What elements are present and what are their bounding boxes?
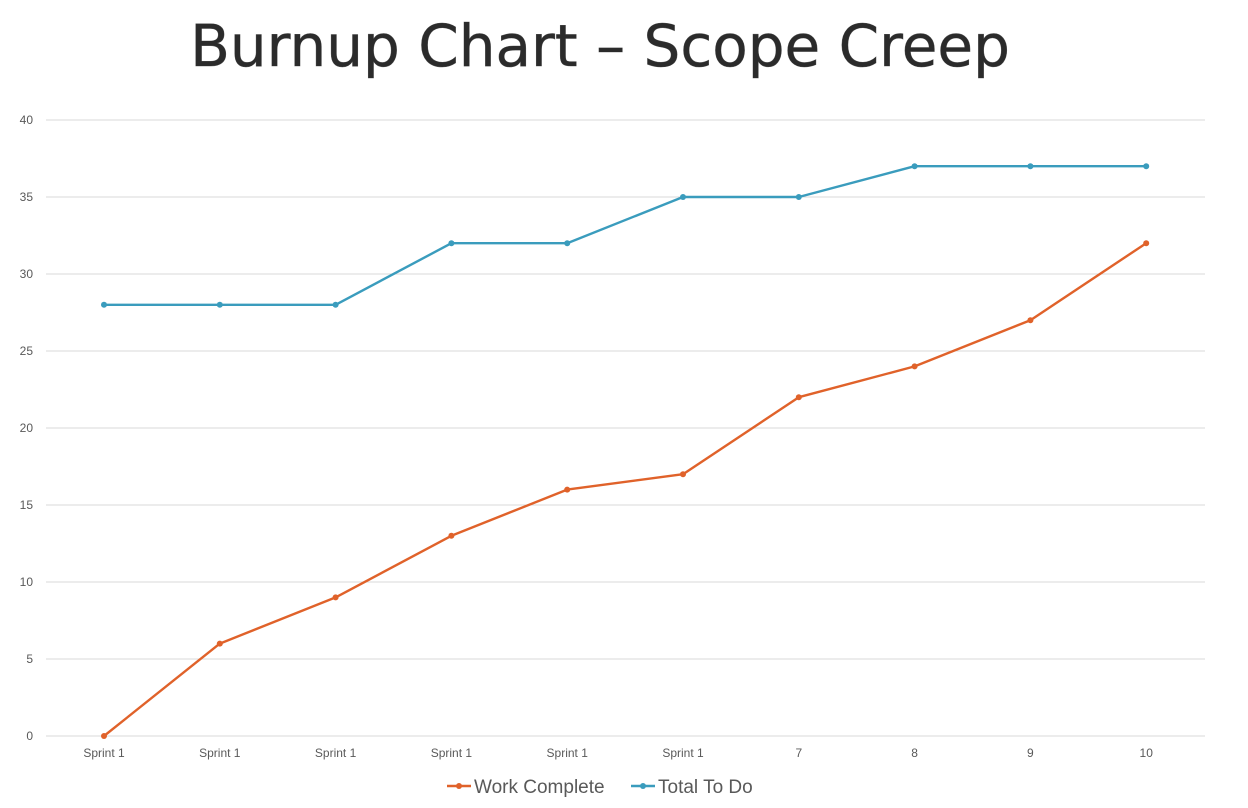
x-tick-label-4: Sprint 1 bbox=[431, 746, 473, 760]
y-tick-label-25: 25 bbox=[20, 344, 34, 358]
x-tick-label-5: Sprint 1 bbox=[547, 746, 589, 760]
x-tick-label-8: 8 bbox=[911, 746, 918, 760]
data-point-work-complete-7 bbox=[795, 394, 802, 401]
data-point-work-complete-4 bbox=[448, 532, 455, 539]
data-point-total-to-do-5 bbox=[564, 240, 571, 247]
legend-label-work-complete: Work Complete bbox=[474, 777, 605, 798]
x-tick-label-7: 7 bbox=[795, 746, 802, 760]
y-tick-label-0: 0 bbox=[26, 729, 33, 743]
data-point-total-to-do-3 bbox=[332, 301, 339, 308]
data-point-work-complete-3 bbox=[332, 594, 339, 601]
x-tick-label-3: Sprint 1 bbox=[315, 746, 357, 760]
legend-item-work-complete: Work Complete bbox=[447, 777, 605, 798]
legend-label-total-to-do: Total To Do bbox=[658, 777, 753, 798]
data-point-work-complete-6 bbox=[680, 471, 686, 478]
data-point-total-to-do-10 bbox=[1143, 163, 1150, 170]
y-tick-label-5: 5 bbox=[26, 652, 33, 666]
data-point-total-to-do-9 bbox=[1027, 163, 1034, 170]
series-total-to-do bbox=[101, 163, 1150, 308]
legend: Work Complete Total To Do bbox=[447, 777, 753, 798]
data-point-total-to-do-1 bbox=[101, 301, 107, 308]
data-point-work-complete-2 bbox=[216, 640, 223, 647]
x-tick-label-9: 9 bbox=[1027, 746, 1034, 760]
data-point-total-to-do-4 bbox=[448, 240, 455, 247]
legend-marker-total-to-do bbox=[640, 783, 646, 789]
data-point-work-complete-8 bbox=[911, 363, 918, 370]
y-tick-label-40: 40 bbox=[20, 113, 34, 127]
data-point-work-complete-10 bbox=[1143, 240, 1150, 247]
y-axis-ticks: 0 5 10 15 20 25 30 35 40 bbox=[20, 113, 34, 743]
legend-item-total-to-do: Total To Do bbox=[631, 777, 753, 798]
series-work-complete bbox=[101, 240, 1150, 739]
y-tick-label-15: 15 bbox=[20, 498, 34, 512]
y-tick-label-30: 30 bbox=[20, 267, 34, 281]
data-point-work-complete-5 bbox=[564, 486, 571, 493]
series-group bbox=[101, 163, 1150, 739]
chart-title: Burnup Chart – Scope Creep bbox=[190, 12, 1010, 80]
series-line-work-complete bbox=[103, 242, 1147, 737]
y-tick-label-20: 20 bbox=[20, 421, 34, 435]
y-tick-label-10: 10 bbox=[20, 575, 34, 589]
x-tick-label-2: Sprint 1 bbox=[199, 746, 241, 760]
data-point-work-complete-1 bbox=[101, 733, 107, 739]
data-point-total-to-do-2 bbox=[216, 301, 223, 308]
data-point-total-to-do-6 bbox=[680, 194, 686, 200]
data-point-work-complete-9 bbox=[1027, 317, 1034, 324]
x-tick-label-1: Sprint 1 bbox=[83, 746, 125, 760]
gridlines bbox=[46, 119, 1205, 737]
x-tick-label-6: Sprint 1 bbox=[662, 746, 704, 760]
series-line-total-to-do bbox=[104, 164, 1147, 306]
data-point-total-to-do-8 bbox=[911, 163, 918, 170]
legend-marker-work-complete bbox=[456, 783, 462, 789]
x-axis-ticks: Sprint 1 Sprint 1 Sprint 1 Sprint 1 Sprint 1… bbox=[83, 746, 1153, 760]
x-tick-label-10: 10 bbox=[1140, 746, 1154, 760]
data-point-total-to-do-7 bbox=[795, 194, 802, 200]
y-tick-label-35: 35 bbox=[20, 190, 34, 204]
